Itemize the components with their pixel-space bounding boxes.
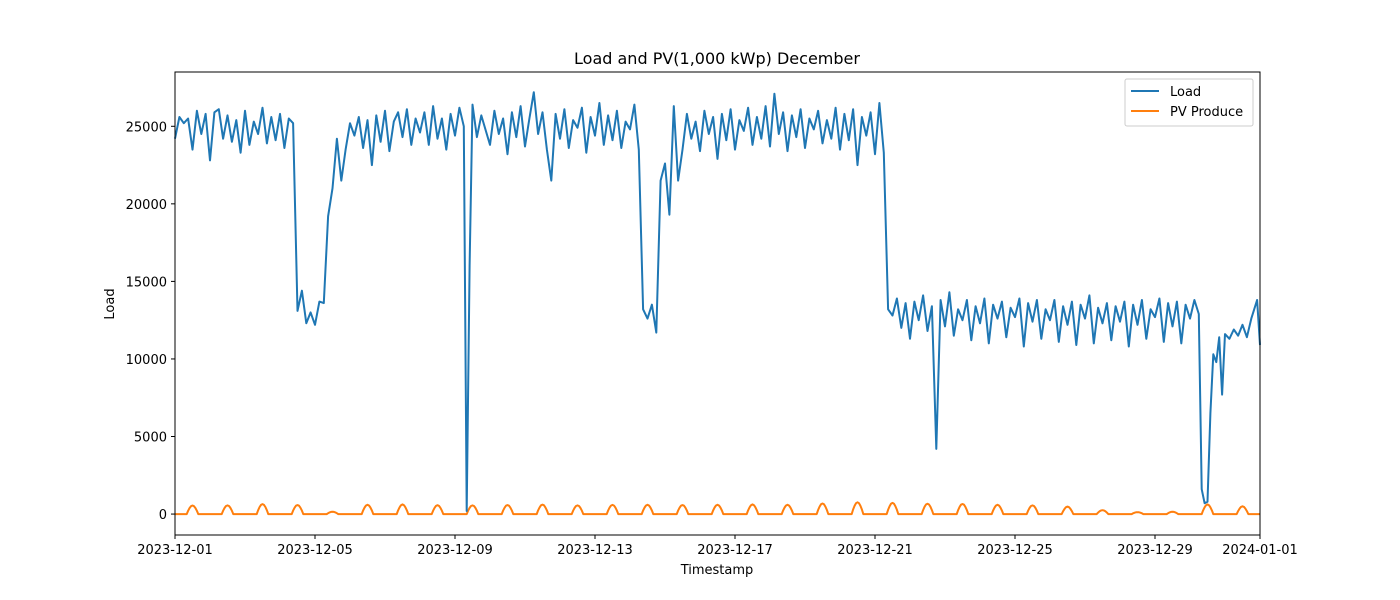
series-line-load	[174, 91, 1261, 512]
x-tick-label: 2023-12-17	[697, 543, 773, 558]
legend: Load PV Produce	[1124, 78, 1254, 127]
y-tick-label: 0	[159, 508, 167, 523]
x-axis-label: Timestamp	[680, 563, 754, 578]
chart-title: Load and PV(1,000 kWp) December	[574, 49, 860, 68]
x-tick-label: 2024-01-01	[1222, 543, 1298, 558]
x-tick-label: 2023-12-25	[977, 543, 1053, 558]
y-axis-label: Load	[103, 288, 118, 319]
x-tick-label: 2023-12-13	[557, 543, 633, 558]
series-line-pv-produce	[175, 501, 1260, 516]
y-tick-label: 15000	[126, 275, 167, 290]
legend-label-pv-produce: PV Produce	[1170, 105, 1243, 120]
y-tick-label: 25000	[126, 120, 167, 135]
x-tick-label: 2023-12-21	[837, 543, 913, 558]
x-tick-label: 2023-12-01	[137, 543, 213, 558]
series-layer	[174, 91, 1261, 516]
y-tick-label: 10000	[126, 353, 167, 368]
x-tick-label: 2023-12-05	[277, 543, 353, 558]
y-tick-label: 20000	[126, 198, 167, 213]
x-tick-label: 2023-12-09	[417, 543, 493, 558]
y-axis: 0 5000 10000 15000 20000 25000	[126, 120, 175, 523]
plot-frame	[174, 71, 1261, 536]
legend-label-load: Load	[1170, 85, 1201, 100]
y-tick-label: 5000	[134, 431, 167, 446]
x-tick-label: 2023-12-29	[1117, 543, 1193, 558]
x-axis: 2023-12-01 2023-12-05 2023-12-09 2023-12-13…	[137, 535, 1298, 558]
